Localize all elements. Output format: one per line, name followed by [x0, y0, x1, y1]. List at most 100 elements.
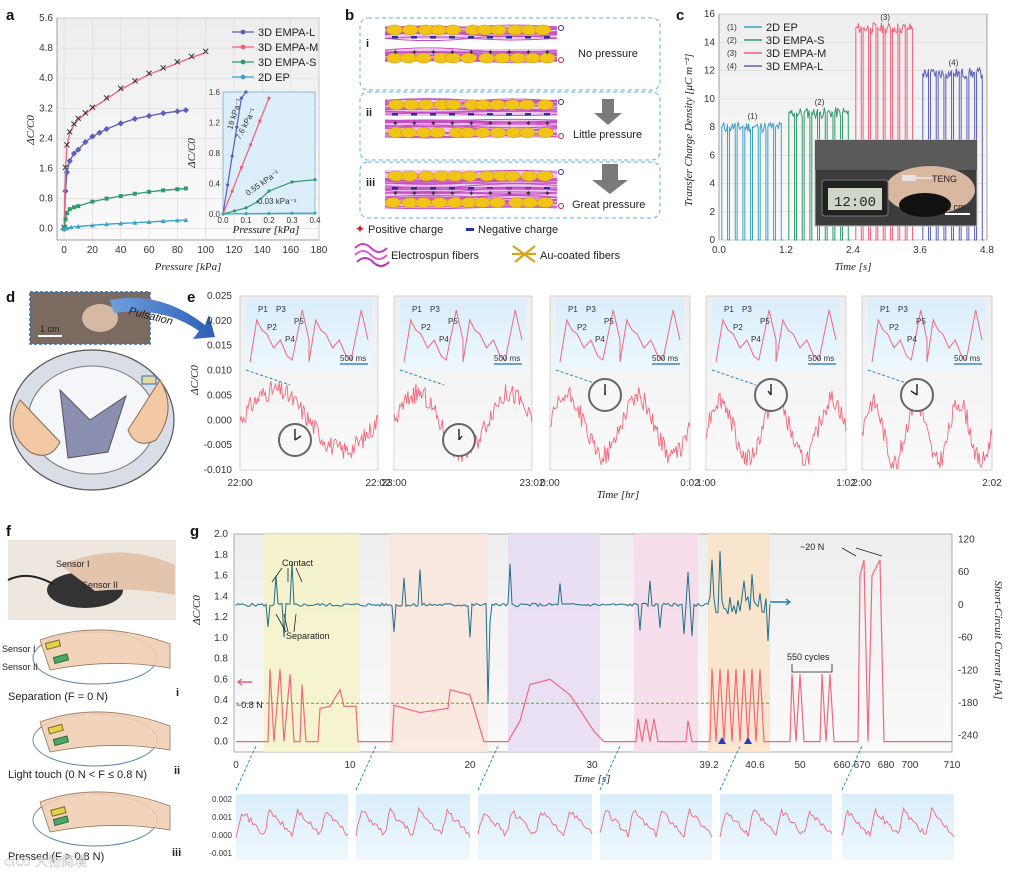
negative-charge — [411, 187, 417, 190]
negative-charge — [430, 113, 436, 116]
x-tick-label: 4.8 — [980, 245, 994, 256]
au-coated-fiber — [504, 99, 521, 111]
data-point: ✕ — [117, 84, 125, 95]
inset-data-point — [313, 211, 317, 215]
x-tick-label: 30 — [586, 760, 598, 771]
marker-triangle-icons — [718, 737, 752, 744]
clock-display: 12:00 — [834, 195, 876, 211]
panel-e-chart: 0.025 0.020 0.015 0.010 0.005 0.000 -0.005 -0.0… — [189, 291, 1002, 501]
inset-data-point — [239, 96, 243, 100]
bottom-y-tick-label: -0.001 — [209, 849, 232, 858]
pulse-point-label: P5 — [604, 317, 614, 326]
panel-e-y-ticks: 0.025 0.020 0.015 0.010 0.005 0.000 -0.005 -0.0… — [204, 291, 233, 476]
panel-g-xlabel: Time [s] — [574, 773, 611, 785]
positive-charge: ✦ — [411, 189, 418, 198]
positive-charge: ✦ — [525, 119, 532, 128]
left-axis-arrow-icon — [236, 678, 252, 686]
zoom-connector — [245, 369, 291, 386]
data-point — [132, 220, 138, 225]
positive-charge: ✦ — [468, 189, 475, 198]
bottom-y-tick-label: 0.002 — [212, 795, 233, 804]
negative-charge — [449, 36, 455, 39]
negative-charge — [506, 36, 512, 39]
negative-charge — [468, 36, 474, 39]
y-tick-label: 4 — [709, 179, 715, 190]
data-point — [82, 139, 89, 146]
zoom-connector — [867, 369, 913, 386]
pulse-point-label: P1 — [258, 305, 268, 314]
inset-data-point — [267, 189, 271, 193]
legend-label: 2D EP — [766, 22, 798, 34]
data-point — [63, 217, 68, 222]
hand-icon — [39, 711, 171, 753]
au-coated-fiber — [384, 197, 402, 208]
panel-a-inset-xlabel: Pressure [kPa] — [232, 224, 300, 236]
capacitance-trace — [239, 381, 379, 459]
y-tick-label: 2.4 — [39, 133, 53, 144]
segment-end-label: 1:02 — [836, 478, 856, 489]
positive-charge: ✦ — [487, 189, 494, 198]
y-tick-label: 0.005 — [207, 390, 232, 401]
fiber-strand — [384, 180, 558, 185]
legend-label: 3D EMPA-L — [766, 61, 823, 73]
state-light-touch: Light touch (0 N < F ≤ 0.8 N) — [8, 769, 147, 781]
short-circuit-current-trace — [235, 551, 771, 703]
positive-charge: ✦ — [468, 48, 475, 57]
legend-label: 3D EMPA-S — [258, 57, 316, 69]
y-tick-label: 6 — [709, 150, 715, 161]
y-tick-label-right: 120 — [958, 534, 975, 545]
au-coated-fiber — [415, 197, 432, 208]
data-point — [96, 129, 103, 136]
au-coated-fiber — [446, 197, 464, 208]
data-point — [117, 120, 124, 127]
au-coated-fiber — [489, 197, 506, 208]
panel-a-series: ✕✕✕✕✕✕✕✕✕✕✕✕✕✕✕✕ — [60, 47, 210, 234]
x-tick-label: 20 — [87, 245, 99, 256]
inset-data-point — [244, 206, 248, 210]
panel-b-roman-iii: iii — [366, 177, 375, 189]
inset-data-point — [232, 209, 237, 213]
data-point: ✕ — [88, 103, 96, 114]
legend-marker — [240, 74, 246, 80]
pulse-point-label: P4 — [751, 335, 761, 344]
legend-label: 3D EMPA-S — [766, 35, 824, 47]
au-coated-fiber — [488, 99, 506, 111]
sensor-2-pad — [52, 815, 70, 827]
x-tick-label: 80 — [172, 245, 184, 256]
segment-1: P1 P2 P3 P4 P5 500 ms 23:00 23:02 — [381, 295, 545, 489]
series-line-3d-empa-m — [63, 52, 206, 229]
data-point: ✕ — [173, 58, 181, 69]
legend-tag: (4) — [727, 62, 737, 71]
x-tick-label: 0 — [61, 245, 67, 256]
panel-g-y-ticks-right: 120 60 0 -60 -120 -180 -240 — [958, 534, 978, 741]
y-tick-label: 4.0 — [39, 73, 53, 84]
segment-end-label: 22:02 — [365, 478, 390, 489]
au-coated-fiber — [537, 127, 554, 138]
au-coated-fiber — [489, 127, 507, 138]
data-point: ✕ — [63, 140, 71, 151]
clock-hand — [294, 435, 302, 441]
data-point — [174, 217, 180, 223]
shaded-band — [508, 534, 600, 752]
y-tick-label-right: -120 — [958, 665, 978, 676]
y-tick-label: 2 — [709, 207, 715, 218]
segment-start-label: 22:00 — [227, 478, 252, 489]
x-tick-label: 180 — [311, 245, 328, 256]
sensor-1-label: Sensor I — [2, 644, 36, 654]
au-coated-fiber — [520, 170, 538, 182]
x-tick-label: 100 — [197, 245, 214, 256]
capacitance-trace — [861, 393, 993, 470]
y-tick-label: 5.6 — [39, 13, 53, 24]
au-coated-fiber — [402, 99, 420, 111]
panel-letter-c: c — [676, 7, 684, 24]
y-tick-label: -0.010 — [204, 465, 233, 476]
y-tick-label-left: 0.6 — [214, 674, 228, 685]
inset-y-tick-label: 1.2 — [209, 119, 221, 128]
panel-c-teng-photo: 12:00 — [814, 139, 978, 227]
electrode-terminal — [558, 203, 564, 209]
au-coated-fiber — [418, 170, 435, 182]
clock-hand — [458, 435, 463, 441]
segment-4: P1 P2 P3 P4 P5 500 ms 2:00 2:02 — [852, 295, 1002, 489]
electrode-terminal — [558, 133, 564, 139]
negative-charge — [525, 36, 531, 39]
